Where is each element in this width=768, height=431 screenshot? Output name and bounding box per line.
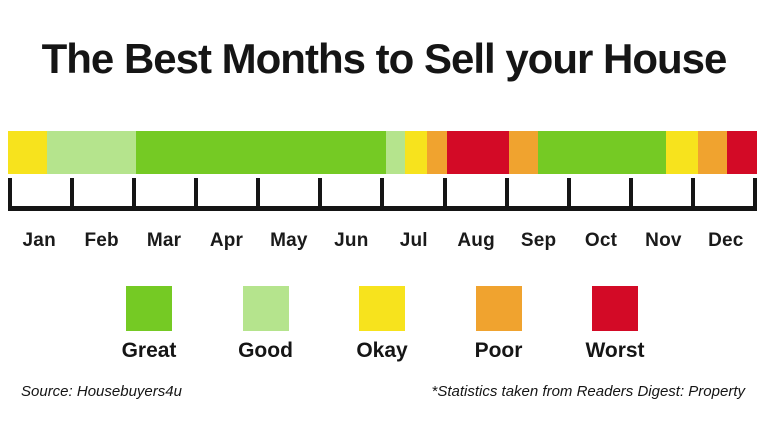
month-label-apr: Apr bbox=[209, 230, 244, 251]
timeline-segment-good bbox=[46, 131, 136, 174]
month-label-sep: Sep bbox=[520, 230, 557, 251]
month-label-jun: Jun bbox=[334, 230, 369, 251]
ruler-month-cell bbox=[194, 178, 256, 206]
timeline-segment-great bbox=[135, 131, 386, 174]
month-label-aug: Aug bbox=[457, 230, 495, 251]
ruler-month-cell bbox=[132, 178, 194, 206]
timeline-bar bbox=[8, 131, 757, 174]
ruler-month-cell bbox=[566, 178, 629, 206]
month-label-jan: Jan bbox=[22, 230, 56, 251]
timeline-segment-okay bbox=[665, 131, 698, 174]
legend-swatch-poor bbox=[475, 286, 522, 331]
legend-item-okay: Okay bbox=[337, 286, 427, 363]
timeline-segment-worst bbox=[726, 131, 757, 174]
month-label-nov: Nov bbox=[645, 230, 682, 251]
ruler-month-cell bbox=[256, 178, 318, 206]
legend-label-poor: Poor bbox=[474, 339, 523, 362]
timeline-segment-good bbox=[385, 131, 405, 174]
timeline-segment-poor bbox=[697, 131, 727, 174]
timeline-segment-great bbox=[538, 131, 666, 174]
month-labels-row: Jan Feb Mar Apr May Jun Jul Aug Sep Oct Nov Dec bbox=[8, 230, 757, 252]
ruler-month-cell bbox=[628, 178, 691, 206]
legend-swatch-great bbox=[126, 286, 172, 331]
month-label-may: May bbox=[270, 230, 308, 251]
legend-label-great: Great bbox=[121, 339, 177, 362]
page-title: The Best Months to Sell your House bbox=[41, 35, 728, 82]
ruler-month-cell bbox=[504, 178, 567, 206]
legend: Great Good Okay Poor Worst bbox=[104, 286, 660, 363]
legend-item-poor: Poor bbox=[454, 286, 544, 363]
timeline-ruler bbox=[8, 178, 757, 211]
timeline-segment-poor bbox=[426, 131, 447, 174]
legend-item-worst: Worst bbox=[570, 286, 660, 363]
month-label-oct: Oct bbox=[584, 230, 618, 251]
timeline-segment-okay bbox=[404, 131, 427, 174]
legend-swatch-good bbox=[242, 286, 289, 331]
ruler-month-cell bbox=[8, 178, 70, 206]
ruler-month-cell bbox=[690, 178, 757, 206]
ruler-month-cell bbox=[70, 178, 132, 206]
timeline-segment-worst bbox=[446, 131, 509, 174]
legend-item-great: Great bbox=[104, 286, 194, 363]
month-label-dec: Dec bbox=[708, 230, 744, 251]
source-attribution: Source: Housebuyers4u bbox=[21, 383, 182, 400]
statistics-attribution: *Statistics taken from Readers Digest: P… bbox=[431, 383, 745, 400]
month-label-jul: Jul bbox=[399, 230, 428, 251]
legend-label-good: Good bbox=[238, 339, 293, 362]
ruler-month-cell bbox=[442, 178, 505, 206]
month-label-mar: Mar bbox=[146, 230, 182, 251]
legend-label-okay: Okay bbox=[356, 339, 408, 362]
ruler-month-cell bbox=[318, 178, 380, 206]
timeline-segment-poor bbox=[508, 131, 539, 174]
ruler-month-cell bbox=[380, 178, 442, 206]
timeline-segment-okay bbox=[8, 131, 47, 174]
month-label-feb: Feb bbox=[84, 230, 119, 251]
legend-swatch-okay bbox=[359, 286, 405, 331]
legend-label-worst: Worst bbox=[585, 339, 645, 362]
legend-item-good: Good bbox=[221, 286, 311, 363]
legend-swatch-worst bbox=[592, 286, 638, 331]
